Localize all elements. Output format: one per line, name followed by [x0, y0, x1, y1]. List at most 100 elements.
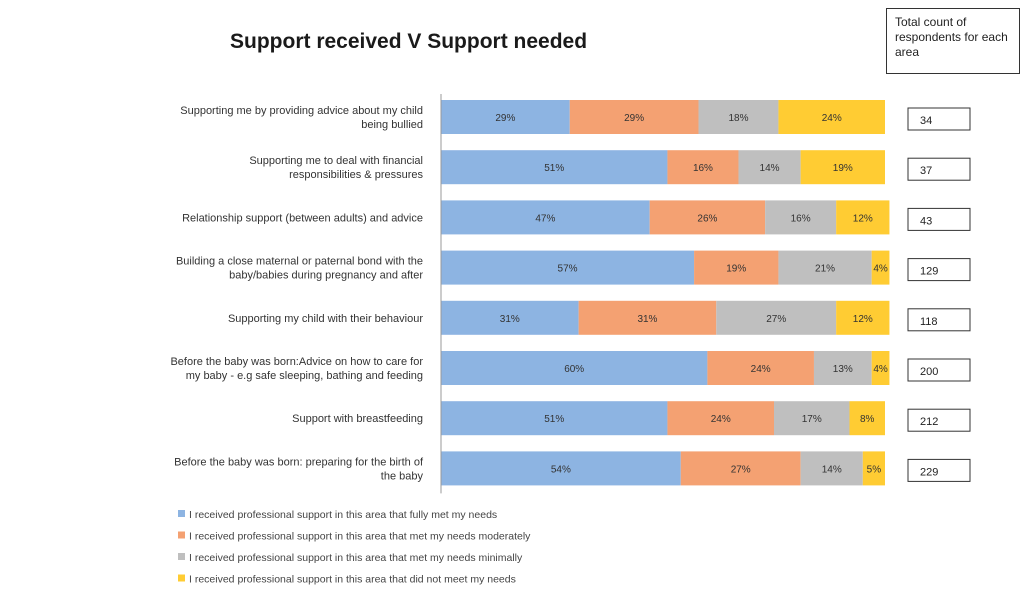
bar-segment — [441, 100, 570, 134]
bar-segment — [441, 200, 650, 235]
data-label: 54% — [551, 464, 571, 475]
bar-segment — [707, 351, 814, 385]
bar-segment — [862, 451, 885, 486]
total-count-header: Total count of respondents for each area — [886, 8, 1020, 74]
bar-segment — [800, 150, 885, 185]
data-label: 51% — [544, 163, 564, 174]
bar-segment — [680, 451, 801, 486]
legend-label: I received professional support in this … — [189, 531, 531, 543]
data-label: 4% — [873, 264, 888, 275]
total-count-value: 129 — [920, 266, 938, 278]
data-label: 26% — [697, 213, 717, 224]
total-count-value: 34 — [920, 115, 932, 127]
category-label: Relationship support (between adults) an… — [182, 212, 423, 224]
data-label: 13% — [833, 364, 853, 375]
category-label: Building a close maternal or paternal bo… — [176, 256, 423, 282]
data-label: 24% — [711, 414, 731, 425]
total-count-value: 43 — [920, 215, 932, 227]
bar-segment — [849, 401, 885, 436]
data-label: 18% — [728, 113, 748, 124]
data-label: 14% — [760, 163, 780, 174]
bar-segment — [649, 200, 766, 235]
category-label: Supporting me to deal with financial resp… — [249, 155, 423, 181]
bar-segment — [765, 200, 837, 235]
data-label: 24% — [751, 364, 771, 375]
data-label: 21% — [815, 264, 835, 275]
total-count-box — [907, 458, 971, 482]
bar-segment — [569, 100, 699, 134]
data-label: 12% — [853, 213, 873, 224]
total-count-box — [907, 157, 971, 181]
bar-segment — [694, 250, 779, 285]
data-label: 17% — [802, 414, 822, 425]
bar-segment — [871, 250, 890, 285]
legend-label: I received professional support in this … — [189, 574, 516, 586]
bar-segment — [578, 300, 717, 335]
bar-segment — [738, 150, 801, 185]
total-count-box — [907, 408, 971, 432]
total-count-box — [907, 107, 971, 131]
data-label: 12% — [853, 314, 873, 325]
bar-segment — [441, 150, 668, 185]
legend-label: I received professional support in this … — [189, 552, 523, 564]
bar-segment — [698, 100, 779, 134]
bar-segment — [441, 300, 579, 335]
data-label: 27% — [731, 464, 751, 475]
data-label: 16% — [791, 213, 811, 224]
bar-segment — [778, 250, 872, 285]
category-label: Before the baby was born:Advice on how t… — [170, 356, 423, 382]
data-label: 27% — [766, 314, 786, 325]
total-count-box — [907, 358, 971, 382]
total-count-value: 118 — [920, 316, 938, 328]
data-label: 5% — [867, 464, 882, 475]
category-label: Before the baby was born: preparing for … — [174, 456, 424, 482]
bar-segment — [800, 451, 863, 486]
bar-segment — [441, 250, 695, 285]
bar-segment — [441, 451, 681, 486]
bar-segment — [813, 351, 872, 385]
category-label: Supporting my child with their behaviour — [228, 313, 423, 325]
legend-swatch — [178, 553, 185, 560]
data-label: 19% — [833, 163, 853, 174]
total-count-value: 229 — [920, 466, 938, 478]
legend-swatch — [178, 574, 185, 582]
bar-segment — [871, 351, 890, 385]
total-count-box — [907, 308, 971, 332]
bar-segment — [667, 401, 774, 436]
data-label: 16% — [693, 163, 713, 174]
legend-swatch — [178, 510, 185, 517]
data-label: 19% — [726, 264, 746, 275]
legend-label: I received professional support in this … — [189, 509, 497, 521]
bar-segment — [716, 300, 837, 335]
data-label: 60% — [564, 364, 584, 375]
total-count-box — [907, 258, 971, 282]
bar-segment — [836, 300, 890, 335]
data-label: 4% — [873, 364, 888, 375]
bar-segment — [836, 200, 890, 235]
data-label: 31% — [637, 314, 657, 325]
total-count-value: 37 — [920, 165, 932, 177]
bar-segment — [441, 351, 708, 385]
bar-segment — [667, 150, 739, 185]
chart-title: Support received V Support needed — [230, 30, 588, 53]
category-label: Support with breastfeeding — [292, 413, 423, 425]
total-count-box — [907, 207, 971, 231]
data-label: 47% — [535, 213, 555, 224]
bar-segment — [441, 401, 668, 436]
data-label: 8% — [860, 414, 875, 425]
data-label: 31% — [500, 314, 520, 325]
data-label: 29% — [624, 113, 644, 124]
data-label: 14% — [822, 464, 842, 475]
bar-segment — [778, 100, 885, 134]
total-count-value: 212 — [920, 416, 938, 428]
data-label: 57% — [558, 264, 578, 275]
legend-swatch — [178, 531, 185, 539]
bar-segment — [774, 401, 850, 436]
data-label: 51% — [544, 414, 564, 425]
data-label: 29% — [495, 113, 515, 124]
total-count-value: 200 — [920, 366, 938, 378]
data-label: 24% — [822, 113, 842, 124]
category-label: Supporting me by providing advice about … — [180, 105, 423, 131]
